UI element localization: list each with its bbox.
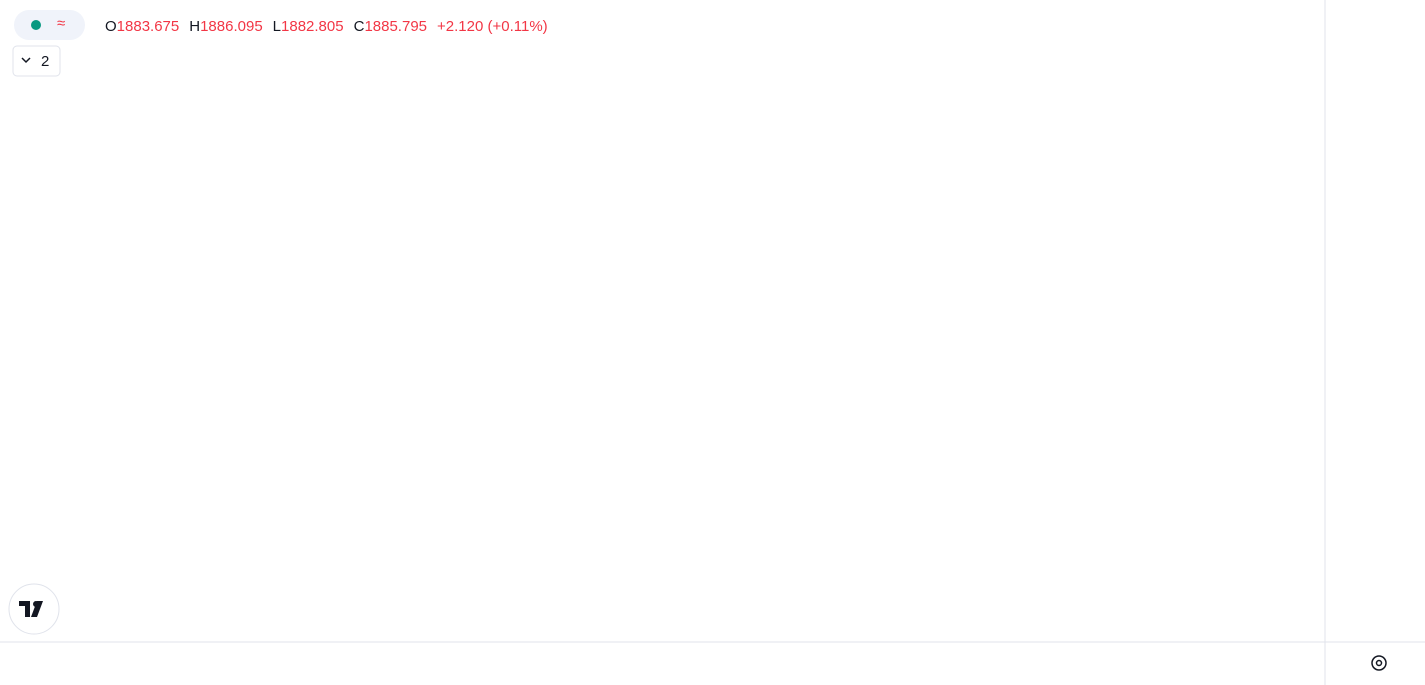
chevron-icon [21, 57, 31, 64]
collapse-button[interactable] [12, 45, 61, 77]
legend-key: H [189, 18, 200, 35]
settings-icon[interactable] [1371, 655, 1387, 671]
legend-value: 1883.675 [117, 18, 180, 35]
legend-key: C [354, 18, 365, 35]
gear-hole [1375, 659, 1383, 667]
status-dot [31, 20, 41, 30]
ohlc-legend: O1883.675 H1886.095 L1882.805 C1885.795 +2.1… [105, 18, 548, 35]
status-pill[interactable] [14, 10, 85, 40]
interval-count: 2 [41, 53, 49, 70]
gear [1371, 655, 1387, 671]
legend-change: +2.120 (+0.11%) [437, 18, 548, 35]
logo [19, 601, 43, 617]
legend-value: 1885.795 [364, 18, 427, 35]
legend-key: O [105, 18, 117, 35]
status-icon: ≈ [57, 15, 65, 32]
legend-key: L [273, 18, 281, 35]
legend-value: 1882.805 [281, 18, 344, 35]
legend-value: 1886.095 [200, 18, 263, 35]
